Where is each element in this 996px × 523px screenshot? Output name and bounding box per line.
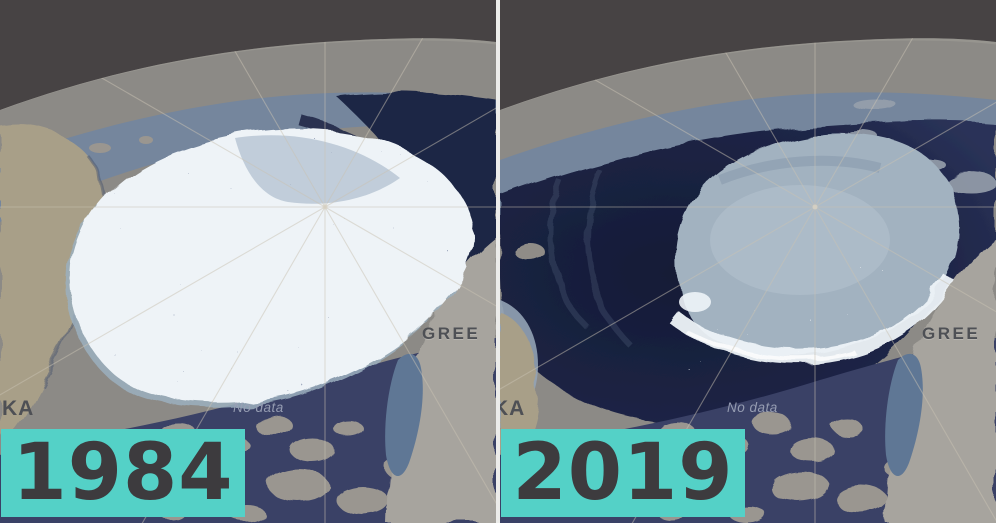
wrangel-island xyxy=(515,243,545,261)
baffin-bay xyxy=(385,353,423,477)
baffin-bay xyxy=(885,353,923,477)
west-coast-land xyxy=(500,312,539,466)
panel-2019: GREE KA No data 2019 xyxy=(500,0,996,523)
arctic-map-2019 xyxy=(500,0,996,523)
meridian-graticule xyxy=(500,38,996,523)
greenland-landmass xyxy=(386,238,496,523)
panel-divider xyxy=(496,0,500,523)
year-label: 1984 xyxy=(12,428,234,518)
year-label: 2019 xyxy=(512,428,734,518)
panel-1984: GREE KA No data 1984 xyxy=(0,0,496,523)
ice-cap-2019 xyxy=(630,133,980,385)
north-pole-point xyxy=(812,204,818,210)
year-badge-2019: 2019 xyxy=(501,429,745,517)
ice-cap-1984 xyxy=(67,114,474,408)
greenland-landmass xyxy=(886,238,996,523)
north-pole-point xyxy=(322,204,328,210)
year-badge-1984: 1984 xyxy=(1,429,245,517)
meridian-graticule xyxy=(0,38,496,523)
